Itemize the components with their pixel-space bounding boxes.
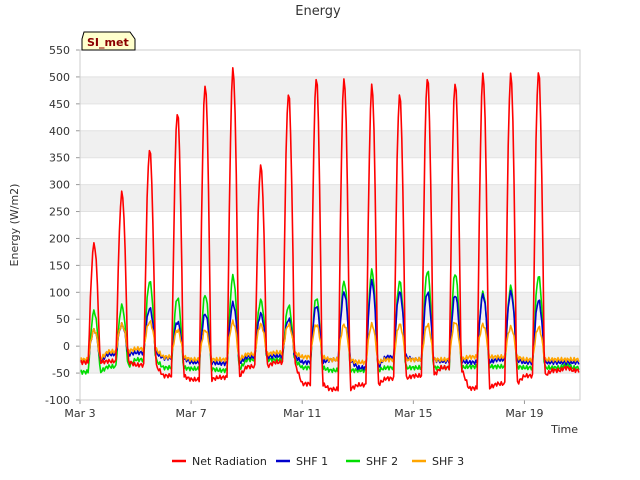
y-tick-label: -50	[52, 367, 70, 380]
series-line-shf-2	[79, 268, 580, 375]
x-tick-label: Mar 7	[175, 407, 206, 420]
y-tick-label: 300	[49, 179, 70, 192]
grid-band	[80, 292, 580, 320]
x-tick-label: Mar 19	[505, 407, 543, 420]
legend-label: Net Radiation	[192, 455, 267, 468]
x-axis-ticks: Mar 3 Mar 7 Mar 11 Mar 15 Mar 19	[64, 400, 544, 420]
y-tick-label: 250	[49, 206, 70, 219]
grid-bands	[80, 49, 580, 401]
y-tick-label: 550	[49, 44, 70, 57]
y-tick-label: 350	[49, 152, 70, 165]
x-tick-label: Mar 11	[283, 407, 321, 420]
y-tick-label: 0	[63, 340, 70, 353]
grid-band	[80, 238, 580, 266]
y-axis-title: Energy (W/m2)	[8, 184, 21, 267]
site-badge-label: SI_met	[87, 36, 129, 49]
grid-band	[80, 76, 580, 104]
legend-label: SHF 1	[296, 455, 328, 468]
site-badge: SI_met	[81, 31, 136, 51]
x-tick-label: Mar 3	[64, 407, 95, 420]
y-tick-label: 100	[49, 286, 70, 299]
y-tick-label: 400	[49, 125, 70, 138]
y-axis-ticks: -100 -50 0 50 100 150 200 250 300 350 400 450 500 550	[45, 44, 80, 407]
series-line-shf-3	[79, 319, 580, 366]
series-lines	[79, 67, 580, 393]
y-tick-label: 50	[56, 313, 70, 326]
plot-frame	[79, 49, 581, 401]
series-line-net-radiation	[79, 67, 580, 393]
y-tick-label: 200	[49, 232, 70, 245]
y-tick-label: 500	[49, 71, 70, 84]
x-tick-label: Mar 15	[394, 407, 432, 420]
grid-band	[80, 184, 580, 212]
legend-label: SHF 2	[366, 455, 398, 468]
legend-label: SHF 3	[432, 455, 464, 468]
y-tick-label: 150	[49, 259, 70, 272]
y-tick-label: -100	[45, 394, 70, 407]
legend: Net Radiation SHF 1 SHF 2 SHF 3	[172, 455, 464, 468]
y-tick-label: 450	[49, 98, 70, 111]
x-axis-title: Time	[550, 423, 578, 436]
chart-title: Energy	[295, 4, 341, 19]
grid-band	[80, 130, 580, 158]
